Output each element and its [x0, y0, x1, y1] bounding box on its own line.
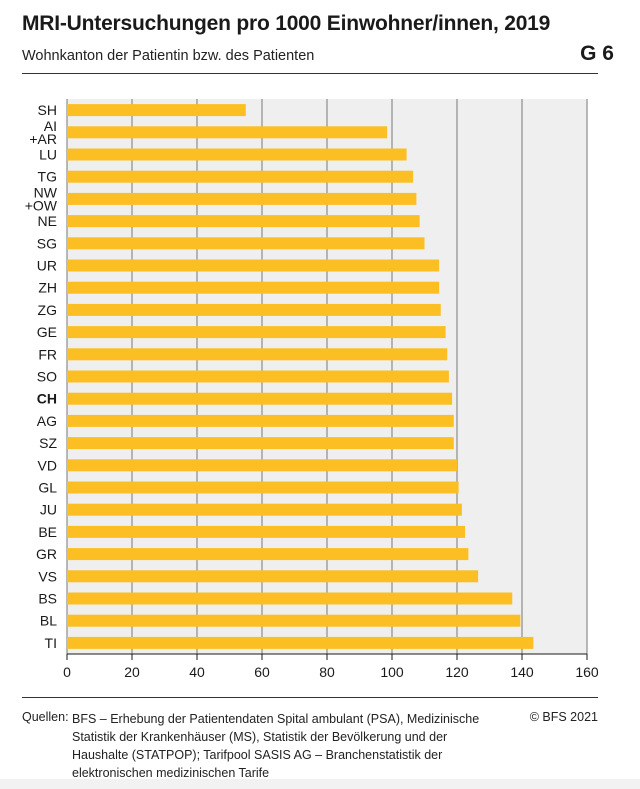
footer-divider [22, 697, 598, 698]
y-tick-label: FR [38, 346, 57, 362]
bar [67, 570, 479, 583]
header-divider [22, 73, 598, 74]
x-tick-label: 120 [445, 664, 469, 680]
x-tick-label: 40 [189, 664, 205, 680]
y-tick-label: BS [38, 591, 57, 607]
x-tick-label: 60 [254, 664, 270, 680]
bar [67, 370, 449, 383]
y-tick-label: VD [38, 457, 57, 473]
bar [67, 326, 446, 339]
bar [67, 548, 469, 561]
chart-title: MRI-Untersuchungen pro 1000 Einwohner/in… [22, 12, 551, 35]
y-tick-label: AG [37, 413, 57, 429]
y-tick-label: VS [38, 568, 57, 584]
bar [67, 192, 417, 205]
bar [67, 148, 407, 161]
graph-number: G 6 [580, 42, 614, 65]
y-tick-label: ZH [38, 280, 57, 296]
y-tick-label: SG [37, 235, 57, 251]
bar [67, 303, 441, 316]
bar [67, 437, 454, 450]
y-tick-label: TI [45, 635, 57, 651]
x-tick-label: 140 [510, 664, 534, 680]
bar [67, 503, 462, 516]
bar [67, 392, 453, 405]
bar [67, 481, 459, 494]
bar [67, 215, 420, 228]
y-tick-label: GE [37, 324, 57, 340]
y-tick-label: +AR [29, 131, 57, 147]
y-tick-label: SH [38, 102, 57, 118]
y-tick-label: NE [38, 213, 57, 229]
x-tick-label: 100 [380, 664, 404, 680]
y-tick-label: +OW [25, 197, 58, 213]
y-tick-label: NW [34, 184, 58, 200]
x-tick-label: 160 [575, 664, 599, 680]
copyright: © BFS 2021 [529, 710, 598, 724]
bar [67, 525, 466, 538]
bar [67, 237, 425, 250]
sources-label: Quellen: [22, 710, 69, 724]
bar [67, 170, 414, 183]
y-tick-label: SO [37, 369, 57, 385]
y-tick-label: ZG [38, 302, 57, 318]
y-tick-label: LU [39, 147, 57, 163]
bar [67, 348, 448, 361]
sources-text: BFS – Erhebung der Patientendaten Spital… [72, 712, 480, 780]
bar [67, 414, 454, 427]
bar [67, 126, 388, 139]
y-tick-label: JU [40, 502, 57, 518]
y-tick-label: UR [37, 258, 57, 274]
x-tick-label: 0 [63, 664, 71, 680]
bar [67, 459, 457, 472]
y-tick-label: CH [37, 391, 57, 407]
y-tick-label: AI [44, 118, 57, 134]
y-tick-label: SZ [39, 435, 57, 451]
y-tick-label: GL [38, 480, 57, 496]
y-tick-label: BE [38, 524, 57, 540]
bar [67, 281, 440, 294]
x-tick-label: 80 [319, 664, 335, 680]
bar [67, 104, 246, 117]
y-tick-label: GR [36, 546, 57, 562]
bar [67, 259, 440, 272]
bar [67, 592, 513, 605]
page-bottom-band [0, 779, 640, 789]
y-tick-label: TG [38, 169, 57, 185]
y-tick-label: BL [40, 613, 57, 629]
bar [67, 614, 521, 627]
x-tick-label: 20 [124, 664, 140, 680]
chart-subtitle: Wohnkanton der Patientin bzw. des Patien… [22, 48, 315, 64]
bar [67, 636, 534, 649]
